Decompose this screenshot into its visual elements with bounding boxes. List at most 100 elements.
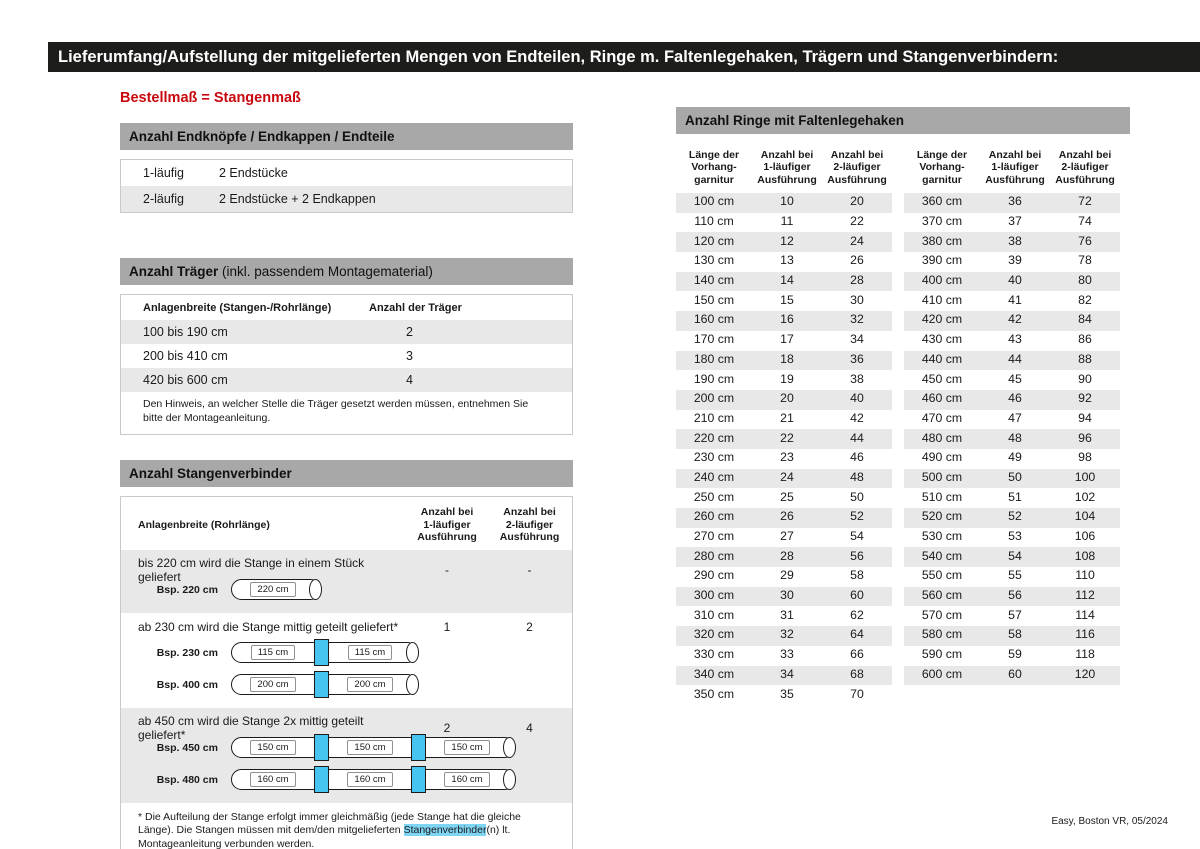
rod-segment-label: 150 cm — [347, 740, 393, 755]
rod-segment: 220 cm — [232, 582, 314, 597]
rod-segment-label: 160 cm — [347, 772, 393, 787]
rod-segment: 200 cm — [232, 677, 314, 692]
ring-table-row: 170 cm 17 34 — [676, 331, 892, 351]
count-1laeufig-cell: 41 — [1008, 292, 1022, 307]
page-title-bar: Lieferumfang/Aufstellung der mitgeliefer… — [48, 42, 1200, 72]
ring-table-row: 570 cm 57 114 — [904, 606, 1120, 626]
document-footer: Easy, Boston VR, 05/2024 — [1051, 816, 1168, 827]
length-cell: 330 cm — [693, 647, 735, 662]
ring-table-row: 480 cm 48 96 — [904, 429, 1120, 449]
count-2laeufig-cell: 88 — [1050, 350, 1120, 371]
rod-segment-label: 115 cm — [250, 645, 296, 660]
length-cell: 490 cm — [921, 450, 963, 465]
rod-diagram: 115 cm 115 cm — [231, 639, 419, 666]
count-2laeufig: 4 — [526, 720, 533, 735]
rod-segment: 150 cm — [232, 740, 314, 755]
count-2laeufig-cell: 114 — [1075, 607, 1095, 622]
count-1laeufig-cell: 40 — [980, 271, 1050, 292]
count-2laeufig-cell: 68 — [822, 665, 892, 686]
length-cell: 170 cm — [693, 332, 735, 347]
ring-table-row: 490 cm 49 98 — [904, 449, 1120, 469]
rod-example: Bsp. 480 cm 160 cm 160 cm 160 cm — [121, 765, 572, 795]
rod-segment-label: 220 cm — [250, 582, 296, 597]
ring-table-row: 230 cm 23 46 — [676, 449, 892, 469]
endteile-row-label: 1-läufig — [143, 166, 184, 180]
count-cell: 2 — [406, 325, 413, 339]
count-2laeufig-cell: 108 — [1050, 547, 1120, 567]
footnote-text: * Die Aufteilung der Stange erfolgt imme… — [138, 810, 521, 837]
length-cell: 350 cm — [693, 686, 735, 701]
count-cell: 3 — [406, 349, 413, 363]
traeger-section-subtitle: (inkl. passendem Montagematerial) — [218, 264, 433, 279]
ring-table-row: 530 cm 53 106 — [904, 528, 1120, 548]
count-1laeufig-cell: 59 — [1008, 647, 1022, 662]
verbinder-block-ab-450: ab 450 cm wird die Stange 2x mittig gete… — [121, 707, 572, 803]
length-cell: 360 cm — [904, 193, 980, 213]
count-2laeufig-cell: 92 — [1050, 389, 1120, 410]
verbinder-table: Anlagenbreite (Rohrlänge) Anzahl bei 1-l… — [120, 496, 573, 849]
ring-tables: Länge der Vorhang- garnitur Anzahl bei 1… — [676, 145, 1130, 705]
count-1laeufig-cell: 22 — [752, 429, 822, 449]
count-1laeufig-cell: 20 — [752, 389, 822, 410]
length-cell: 210 cm — [693, 410, 735, 425]
count-2laeufig-cell: 74 — [1078, 214, 1092, 229]
length-cell: 460 cm — [904, 389, 980, 410]
length-cell: 120 cm — [676, 232, 752, 252]
rod-end-cap-icon — [309, 578, 322, 600]
count-2laeufig-cell: 98 — [1078, 450, 1092, 465]
ring-table-row: 200 cm 20 40 — [676, 389, 892, 410]
length-cell: 220 cm — [676, 429, 752, 449]
rod-end-cap-icon — [406, 673, 419, 695]
length-cell: 240 cm — [676, 468, 752, 489]
count-1laeufig-cell: 23 — [780, 450, 794, 465]
count-1laeufig-cell: 12 — [752, 232, 822, 252]
ring-table-row: 250 cm 25 50 — [676, 488, 892, 508]
ring-table-row: 160 cm 16 32 — [676, 311, 892, 331]
count-1laeufig-cell: 42 — [980, 311, 1050, 331]
ring-table-row: 540 cm 54 108 — [904, 547, 1120, 568]
length-cell: 400 cm — [904, 271, 980, 292]
example-label: Bsp. 480 cm — [156, 773, 218, 786]
count-2laeufig-cell: 60 — [822, 586, 892, 607]
length-cell: 380 cm — [904, 232, 980, 252]
count-2laeufig-cell: 50 — [850, 489, 864, 504]
count-2laeufig-cell: 102 — [1074, 489, 1096, 504]
count-2laeufig-cell: 38 — [850, 371, 864, 386]
length-cell: 420 cm — [904, 311, 980, 331]
rod-segment-label: 160 cm — [444, 772, 490, 787]
endteile-section-header: Anzahl Endknöpfe / Endkappen / Endteile — [120, 123, 573, 150]
count-2laeufig-cell: 54 — [850, 529, 864, 544]
verbinder-footnote: * Die Aufteilung der Stange erfolgt imme… — [121, 803, 572, 849]
count-2laeufig-cell: 66 — [850, 647, 864, 662]
col-header-2laeufig: Anzahl bei 2-läufiger Ausführung — [499, 506, 560, 543]
rod-example: Bsp. 450 cm 150 cm 150 cm 150 cm — [121, 733, 572, 763]
ring-table-head: Länge der Vorhang- garnitur Anzahl bei 1… — [676, 145, 892, 193]
ring-table-row: 450 cm 45 90 — [904, 370, 1120, 390]
count-1laeufig-cell: 15 — [780, 292, 794, 307]
range-cell: 420 bis 600 cm — [143, 373, 228, 387]
count-1laeufig-cell: 43 — [1008, 332, 1022, 347]
count-2laeufig-cell: 34 — [850, 332, 864, 347]
rod-segment: 115 cm — [232, 645, 314, 660]
length-cell: 300 cm — [676, 586, 752, 607]
count-1laeufig-cell: 32 — [752, 626, 822, 646]
col-header-1laeufig: Anzahl bei 1-läufiger Ausführung — [757, 148, 817, 186]
count-2laeufig-cell: 64 — [822, 626, 892, 646]
length-cell: 450 cm — [921, 371, 963, 386]
count-1laeufig-cell: 46 — [980, 389, 1050, 410]
ring-table-row: 380 cm 38 76 — [904, 232, 1120, 253]
rod-segment-label: 150 cm — [444, 740, 490, 755]
example-label: Bsp. 220 cm — [156, 583, 218, 596]
length-cell: 540 cm — [904, 547, 980, 567]
length-cell: 200 cm — [676, 389, 752, 410]
length-cell: 320 cm — [676, 626, 752, 646]
length-cell: 390 cm — [921, 253, 963, 268]
count-2laeufig-cell: 42 — [850, 410, 864, 425]
ring-table-row: 600 cm 60 120 — [904, 665, 1120, 686]
count-1laeufig-cell: 38 — [980, 232, 1050, 252]
ring-table-row: 270 cm 27 54 — [676, 528, 892, 548]
endteile-row-value: 2 Endstücke + 2 Endkappen — [219, 192, 376, 206]
length-cell: 310 cm — [693, 607, 735, 622]
count-2laeufig-cell: 46 — [850, 450, 864, 465]
traeger-row: 420 bis 600 cm 4 — [121, 368, 572, 392]
